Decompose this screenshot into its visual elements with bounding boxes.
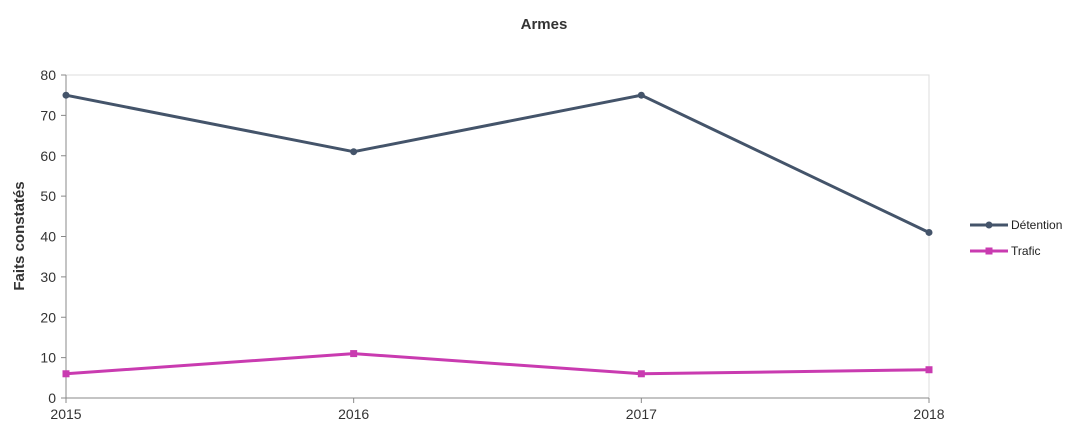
legend: Détention Trafic [970,218,1062,258]
y-tick-label: 40 [40,229,56,245]
y-tick-label: 60 [40,148,56,164]
y-axis-ticks: 0 10 20 30 40 50 60 70 80 [40,67,66,406]
series-line-1 [65,93,930,234]
data-point [62,91,70,99]
data-point [62,370,70,378]
legend-label: Détention [1011,218,1062,232]
legend-marker [985,247,993,255]
x-tick-label: 2017 [626,406,657,422]
data-point [925,366,933,374]
data-point [350,148,358,156]
series-layer [62,91,933,378]
plot-area [65,74,930,399]
y-axis-label: Faits constatés [11,181,28,290]
data-point [925,228,933,236]
x-axis-ticks: 2015 2016 2017 2018 [50,398,945,422]
legend-label: Trafic [1011,244,1041,258]
y-tick-label: 70 [40,107,56,123]
legend-marker [985,221,993,229]
y-tick-label: 80 [40,67,56,83]
y-tick-label: 10 [40,350,56,366]
data-point [637,91,645,99]
data-point [350,350,358,358]
y-tick-label: 20 [40,309,56,325]
data-point [637,370,645,378]
y-tick-label: 50 [40,188,56,204]
chart-title: Armes [521,16,568,33]
x-tick-label: 2016 [338,406,369,422]
y-tick-label: 0 [48,390,56,406]
y-tick-label: 30 [40,269,56,285]
series-line-2 [65,352,930,376]
x-tick-label: 2015 [50,406,81,422]
x-tick-label: 2018 [913,406,944,422]
